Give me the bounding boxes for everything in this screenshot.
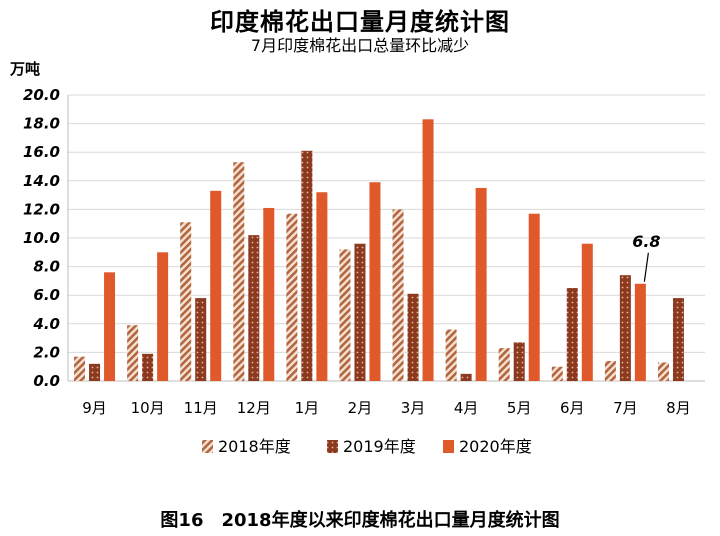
bar — [157, 252, 169, 381]
annotations: 6.8 — [632, 232, 661, 282]
x-tick-label: 7月 — [613, 399, 638, 417]
legend-label: 2020年度 — [459, 437, 532, 456]
y-tick-label: 6.0 — [33, 286, 60, 304]
bar — [672, 298, 684, 381]
bar — [604, 360, 616, 381]
legend: 2018年度 2019年度 2020年度 — [202, 437, 532, 456]
bar — [233, 162, 245, 381]
bar — [528, 213, 540, 381]
bar — [339, 249, 351, 381]
bar — [316, 192, 328, 381]
bar — [142, 353, 154, 381]
bar — [634, 283, 646, 381]
bar — [263, 207, 275, 381]
bar-chart: 0.02.04.06.08.010.012.014.016.018.020.0 … — [23, 86, 705, 456]
x-tick-label: 11月 — [184, 399, 218, 417]
annotation-leader-line — [643, 252, 649, 282]
gridlines — [67, 94, 705, 382]
bar — [104, 272, 116, 381]
bar — [445, 329, 457, 381]
x-tick-label: 8月 — [666, 399, 691, 417]
bar — [301, 150, 313, 381]
x-tick-label: 12月 — [237, 399, 271, 417]
bar — [498, 348, 510, 381]
bar — [210, 190, 222, 381]
legend-swatch — [327, 440, 338, 453]
x-tick-label: 10月 — [131, 399, 165, 417]
bar — [180, 222, 192, 381]
bar — [513, 342, 525, 381]
y-tick-label: 20.0 — [23, 86, 60, 104]
bar — [286, 213, 298, 381]
y-tick-label: 18.0 — [23, 115, 60, 133]
y-tick-label: 8.0 — [33, 258, 60, 276]
bar — [127, 325, 139, 381]
x-tick-label: 5月 — [507, 399, 532, 417]
bar — [422, 119, 434, 381]
bar — [581, 243, 593, 381]
chart-title: 印度棉花出口量月度统计图 — [210, 8, 510, 36]
x-tick-label: 6月 — [560, 399, 585, 417]
bars — [74, 119, 684, 381]
bar — [89, 363, 101, 381]
bar — [566, 288, 578, 381]
x-tick-label: 9月 — [82, 399, 107, 417]
legend-label: 2018年度 — [218, 437, 291, 456]
bar — [248, 235, 260, 381]
bar — [74, 356, 86, 381]
bar — [354, 243, 366, 381]
bar — [195, 298, 207, 381]
bar — [619, 275, 631, 381]
bar — [475, 187, 487, 381]
figure-caption: 图16 2018年度以来印度棉花出口量月度统计图 — [160, 510, 560, 531]
y-tick-label: 12.0 — [23, 200, 60, 218]
legend-swatch — [202, 440, 213, 453]
y-tick-label: 2.0 — [33, 343, 60, 361]
bar — [657, 362, 669, 381]
bar — [407, 293, 419, 381]
legend-swatch — [443, 440, 454, 453]
chart-subtitle: 7月印度棉花出口总量环比减少 — [250, 36, 470, 55]
x-tick-label: 4月 — [454, 399, 479, 417]
x-axis-ticks: 9月 10月 11月 12月 1月 2月 3月 4月 5月 6月 7月 8月 — [82, 399, 690, 417]
x-tick-label: 3月 — [401, 399, 426, 417]
bar — [369, 182, 381, 381]
y-axis-unit-label: 万吨 — [10, 60, 41, 78]
bar — [392, 209, 404, 381]
y-tick-label: 16.0 — [23, 143, 60, 161]
data-label: 6.8 — [632, 232, 660, 251]
y-tick-label: 4.0 — [32, 315, 60, 333]
x-tick-label: 2月 — [348, 399, 373, 417]
y-tick-label: 0.0 — [33, 372, 60, 390]
y-tick-label: 10.0 — [23, 229, 60, 247]
y-axis-ticks: 0.0 2.0 4.0 6.0 8.0 10.0 12.0 14.0 16.0 18.0 20.0 — [23, 86, 60, 390]
y-tick-label: 14.0 — [23, 172, 60, 190]
bar — [551, 366, 563, 381]
x-tick-label: 1月 — [295, 399, 320, 417]
bar — [460, 373, 472, 381]
legend-label: 2019年度 — [343, 437, 416, 456]
